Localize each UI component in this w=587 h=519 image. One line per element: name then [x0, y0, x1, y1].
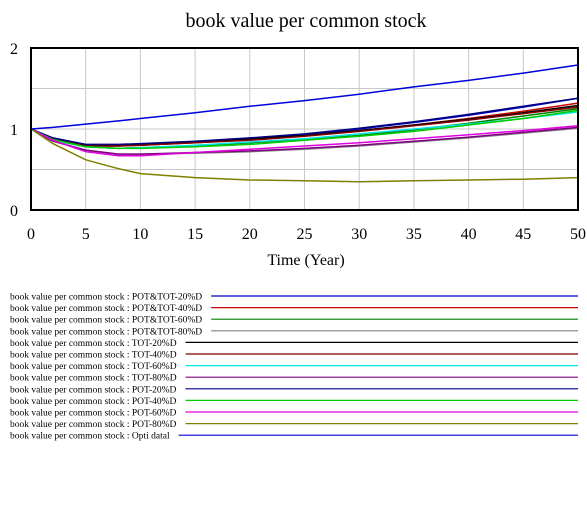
legend-entry-label: book value per common stock : POT-40%D	[10, 397, 177, 407]
x-tick-label: 5	[82, 226, 90, 243]
plot-frame	[30, 47, 579, 211]
x-tick-label: 25	[297, 226, 313, 243]
legend-entry-label: book value per common stock : POT&TOT-20…	[10, 293, 202, 303]
x-tick-label: 45	[515, 226, 531, 243]
y-tick-label: 1	[10, 122, 18, 139]
x-tick-label: 30	[351, 226, 367, 243]
series-line-5	[30, 104, 579, 146]
series-line-8	[30, 126, 579, 155]
series-line-10	[30, 109, 579, 150]
legend-entry-label: book value per common stock : TOT-40%D	[10, 351, 177, 361]
x-tick-label: 20	[242, 226, 258, 243]
x-tick-label: 0	[27, 226, 35, 243]
legend-entry-label: book value per common stock : TOT-60%D	[10, 362, 177, 372]
chart-title: book value per common stock	[185, 10, 426, 32]
series-line-13	[30, 64, 579, 130]
plot-lines	[30, 64, 579, 183]
x-tick-label: 40	[461, 226, 477, 243]
x-tick-label: 10	[132, 226, 148, 243]
x-tick-label: 50	[570, 226, 586, 243]
legend-entry-label: book value per common stock : POT&TOT-60…	[10, 316, 202, 326]
legend-entry-label: book value per common stock : POT-20%D	[10, 385, 177, 395]
tick-labels: 0 5 10 15 20 25 30 35 40 45 50 0 1 2	[10, 41, 586, 243]
legend-entry-label: book value per common stock : POT-80%D	[10, 420, 177, 430]
legend: book value per common stock : POT&TOT-20…	[10, 293, 578, 442]
legend-entry-label: book value per common stock : POT-60%D	[10, 409, 177, 419]
x-tick-label: 15	[187, 226, 203, 243]
y-tick-label: 0	[10, 203, 18, 220]
y-tick-label: 2	[10, 41, 18, 58]
grid	[30, 48, 579, 210]
series-line-6	[30, 106, 579, 147]
x-axis-label: Time (Year)	[267, 252, 344, 269]
legend-entry-label: book value per common stock : TOT-20%D	[10, 339, 177, 349]
series-line-11	[30, 125, 579, 157]
legend-entry-label: book value per common stock : Opti datal	[10, 432, 170, 442]
legend-entry-label: book value per common stock : TOT-80%D	[10, 374, 177, 384]
series-line-12	[30, 128, 579, 183]
x-tick-label: 35	[406, 226, 422, 243]
series-line-9	[30, 97, 579, 146]
legend-entry-label: book value per common stock : POT&TOT-80…	[10, 327, 202, 337]
legend-entry-label: book value per common stock : POT&TOT-40…	[10, 304, 202, 314]
